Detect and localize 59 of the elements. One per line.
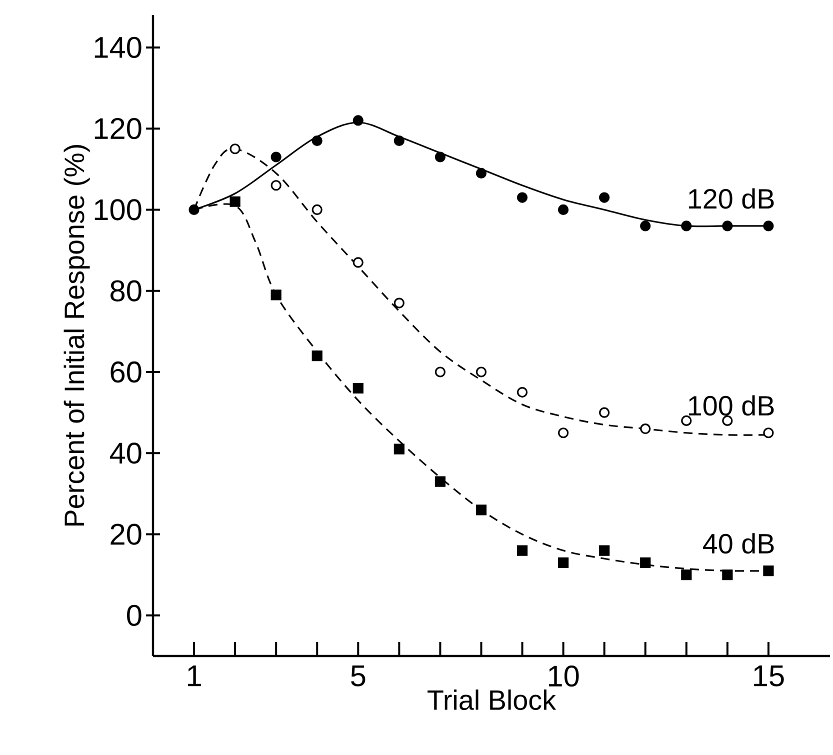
point — [516, 386, 528, 398]
point — [270, 290, 282, 300]
y-tick-label: 80 — [110, 280, 142, 302]
y-tick-label: 20 — [110, 524, 142, 545]
y-tick-label: 0 — [127, 604, 142, 626]
point — [188, 204, 200, 216]
point — [394, 135, 404, 146]
point — [312, 204, 322, 216]
series-label: 40 dB — [703, 533, 774, 554]
point — [599, 407, 610, 418]
point — [352, 115, 364, 126]
x-tick-label: 10 — [548, 666, 579, 687]
point — [599, 545, 610, 556]
x-tick-label: 5 — [351, 666, 366, 686]
point — [434, 366, 446, 378]
y-tick-label: 40 — [110, 442, 142, 464]
point — [722, 570, 733, 580]
point — [640, 424, 651, 434]
point — [763, 428, 774, 438]
point — [230, 144, 240, 154]
point — [558, 428, 569, 438]
point — [312, 135, 322, 146]
y-tick-label: 100 — [94, 199, 142, 220]
y-tick-label: 60 — [110, 361, 142, 383]
series-label: 120 dB — [688, 188, 774, 209]
point — [763, 566, 774, 576]
point — [270, 152, 282, 162]
point — [476, 168, 487, 179]
point — [352, 382, 364, 394]
point — [434, 476, 446, 487]
point — [558, 204, 569, 216]
point — [230, 196, 240, 207]
point — [722, 220, 733, 232]
point — [763, 220, 774, 232]
point — [352, 257, 364, 268]
point — [681, 220, 692, 232]
point — [558, 557, 569, 568]
point — [394, 298, 404, 308]
point — [722, 415, 733, 426]
point — [640, 220, 651, 232]
point — [681, 570, 692, 580]
y-axis-title: Percent of Initial Response (%) — [64, 145, 90, 526]
point — [516, 192, 528, 203]
series-label: 100 dB — [688, 395, 774, 416]
point — [312, 350, 322, 362]
point — [640, 557, 651, 568]
x-axis-title: Trial Block — [428, 690, 556, 710]
point — [476, 366, 487, 378]
point — [476, 504, 487, 516]
point — [681, 415, 692, 426]
x-tick-label: 1 — [188, 666, 201, 686]
point — [434, 152, 446, 162]
y-tick-label: 140 — [94, 36, 142, 58]
y-tick-label: 120 — [94, 118, 142, 140]
x-tick-label: 15 — [754, 666, 784, 686]
point — [270, 180, 282, 191]
point — [599, 192, 610, 203]
point — [516, 545, 528, 556]
point — [394, 444, 404, 454]
